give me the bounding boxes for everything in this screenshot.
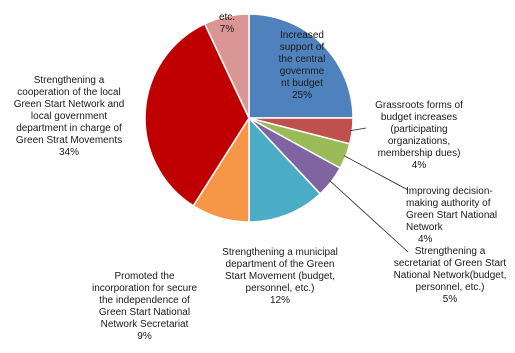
slice-label-line: Start Movement (budget,	[224, 271, 336, 282]
slice-label-line: Grassroots forms of	[375, 100, 463, 111]
slice-label-line: Network	[406, 222, 443, 233]
slice-label-line: Strengthening a	[33, 75, 105, 86]
slice-label-line: the independence of	[99, 295, 190, 306]
slice-label-line: department of the Green	[225, 259, 335, 270]
slice-label-line: National Network(budget,	[393, 270, 507, 281]
slice-label-line: membership dues)	[377, 148, 461, 159]
leader-line-1	[350, 127, 367, 132]
slice-label-line: Green Start National	[98, 307, 191, 318]
slice-label-line: (participating	[390, 124, 448, 135]
slice-label-line: budget increases	[380, 112, 458, 123]
slice-label-text: Strengthening a secretariat of Green Star…	[385, 246, 515, 294]
slice-label-percent: 4%	[411, 160, 427, 171]
slice-label-line: department in charge of	[16, 123, 122, 134]
slice-label-line: the central	[278, 54, 326, 65]
pie-slice-4	[248, 116, 322, 223]
pie-slice-6	[144, 22, 250, 207]
slice-label-text: etc.	[212, 12, 242, 24]
slice-label-line: nt budget	[281, 78, 323, 89]
slice-label-line: cooperation of the local	[17, 87, 121, 98]
slice-label-text: Improving decision-making authority of Gr…	[406, 186, 515, 234]
leader-lines	[329, 127, 409, 253]
slice-label-line: etc.	[218, 12, 236, 23]
slice-label-local-cooperation: Strengthening a cooperation of the local G…	[3, 75, 135, 159]
pie-slices	[144, 13, 354, 223]
slice-label-central-budget: Increased support of the central governme nt…	[252, 30, 352, 102]
slice-label-etc: etc. 7%	[212, 12, 242, 36]
slice-label-line: support of	[279, 42, 325, 53]
slice-label-line: personnel, etc.)	[245, 283, 315, 294]
slice-label-line: local government	[30, 111, 108, 122]
slice-label-incorporation: Promoted the incorporation for secure the …	[82, 271, 207, 343]
slice-label-line: incorporation for secure	[91, 283, 198, 294]
slice-label-text: Strengthening a municipal department of t…	[210, 247, 350, 295]
leader-line-3	[329, 180, 409, 253]
slice-label-municipal-department: Strengthening a municipal department of t…	[210, 247, 350, 307]
slice-label-line: Green Start National	[406, 210, 498, 221]
slice-label-grassroots: Grassroots forms of budget increases (part…	[358, 100, 480, 172]
slice-label-line: personnel, etc.)	[415, 282, 485, 293]
slice-label-line: governme	[279, 66, 325, 77]
slice-label-line: organizations,	[387, 136, 451, 147]
slice-label-line: making authority of	[406, 198, 491, 209]
slice-label-line: Green Start Network and	[13, 99, 125, 110]
slice-label-text: Increased support of the central governme nt…	[252, 30, 352, 90]
slice-label-line: Strengthening a	[414, 246, 486, 257]
slice-label-line: Promoted the	[114, 271, 175, 282]
slice-label-percent: 25%	[291, 90, 312, 101]
slice-label-percent: 9%	[137, 331, 152, 342]
slice-label-percent: 7%	[219, 24, 235, 35]
pie-slice-7	[203, 13, 250, 119]
slice-label-percent: 4%	[418, 234, 433, 245]
slice-label-line: Green Strat Movements	[15, 135, 123, 146]
slice-label-line: Improving decision-	[406, 186, 493, 197]
slice-label-decision-making: Improving decision-making authority of Gr…	[406, 186, 515, 246]
slice-label-text: Promoted the incorporation for secure the …	[82, 271, 207, 331]
slice-label-line: Network Secretariat	[100, 319, 189, 330]
leader-line-2	[343, 155, 409, 191]
slice-label-percent: 34%	[58, 147, 79, 158]
slice-label-secretariat: Strengthening a secretariat of Green Star…	[385, 246, 515, 306]
slice-label-percent: 5%	[442, 294, 458, 305]
pie-slice-0	[248, 13, 354, 119]
slice-label-percent: 12%	[269, 295, 290, 306]
slice-label-line: Increased	[280, 30, 324, 41]
slice-label-line: secretariat of Green Start	[393, 258, 507, 269]
slice-label-text: Strengthening a cooperation of the local G…	[3, 75, 135, 147]
slice-label-text: Grassroots forms of budget increases (part…	[358, 100, 480, 160]
slice-label-line: Strengthening a municipal	[222, 247, 338, 258]
